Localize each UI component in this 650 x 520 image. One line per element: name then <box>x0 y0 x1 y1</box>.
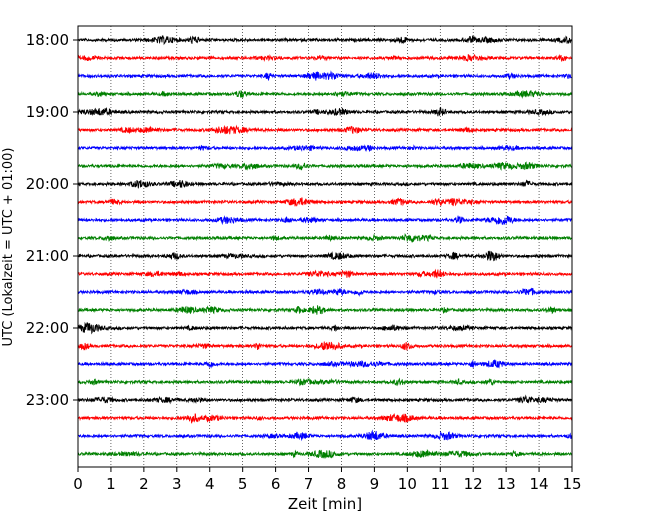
trace-2330 <box>77 429 573 442</box>
y-tick-label-2200: 22:00 <box>26 319 69 337</box>
trace-1945 <box>77 161 573 171</box>
x-tick-label-12: 12 <box>464 475 483 493</box>
x-tick-label-8: 8 <box>337 475 347 493</box>
trace-1845 <box>77 89 573 99</box>
x-tick-label-7: 7 <box>304 475 314 493</box>
trace-2345 <box>77 449 573 459</box>
trace-2100 <box>77 250 573 262</box>
y-tick-label-2100: 21:00 <box>26 247 69 265</box>
trace-2130 <box>77 287 573 297</box>
x-tick-label-11: 11 <box>431 475 450 493</box>
traces <box>77 35 573 459</box>
trace-2245 <box>77 377 573 387</box>
y-axis-label: UTC (Lokalzeit = UTC + 01:00) <box>1 148 16 347</box>
x-tick-label-9: 9 <box>370 475 380 493</box>
y-tick-label-2000: 20:00 <box>26 175 69 193</box>
plot-frame <box>77 25 573 468</box>
trace-2315 <box>77 413 573 424</box>
trace-2115 <box>77 268 573 279</box>
x-tick-label-3: 3 <box>172 475 182 493</box>
trace-2200 <box>77 321 573 335</box>
trace-1830 <box>77 70 573 81</box>
x-tick-label-5: 5 <box>238 475 248 493</box>
x-tick-label-1: 1 <box>106 475 116 493</box>
trace-2215 <box>77 341 573 351</box>
trace-2300 <box>77 394 573 405</box>
trace-2030 <box>77 215 573 226</box>
trace-1900 <box>77 106 573 117</box>
x-tick-label-6: 6 <box>271 475 281 493</box>
y-tick-label-1800: 18:00 <box>26 31 69 49</box>
y-tick-label-2300: 23:00 <box>26 391 69 409</box>
x-tick-label-0: 0 <box>73 475 83 493</box>
x-tick-label-14: 14 <box>530 475 549 493</box>
trace-2045 <box>77 232 573 243</box>
trace-2000 <box>77 179 573 189</box>
x-axis-label: Zeit [min] <box>288 495 362 513</box>
x-tick-label-4: 4 <box>205 475 215 493</box>
trace-1800 <box>77 35 573 46</box>
y-axis-ticks: 18:00 19:00 20:00 21:00 22:00 23:00 <box>26 31 78 409</box>
trace-1915 <box>77 124 573 135</box>
x-axis-ticks: 0 1 2 3 4 5 6 7 8 9 10 11 12 13 14 15 <box>73 467 582 493</box>
trace-2015 <box>77 197 573 207</box>
x-tick-label-15: 15 <box>562 475 581 493</box>
x-tick-label-13: 13 <box>497 475 516 493</box>
y-tick-label-1900: 19:00 <box>26 103 69 121</box>
trace-1815 <box>77 53 573 63</box>
x-tick-label-10: 10 <box>398 475 417 493</box>
trace-2145 <box>77 305 573 315</box>
x-tick-label-2: 2 <box>139 475 149 493</box>
trace-2230 <box>77 359 573 369</box>
trace-1930 <box>77 144 573 153</box>
